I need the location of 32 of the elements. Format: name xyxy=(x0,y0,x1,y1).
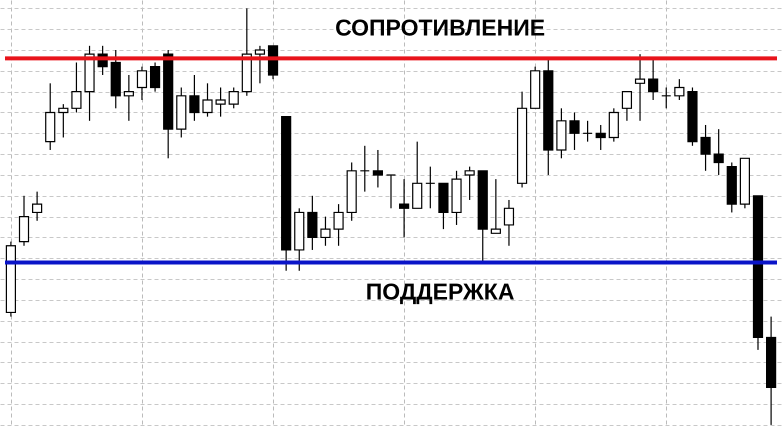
candlestick xyxy=(58,104,68,138)
candlestick xyxy=(399,178,410,238)
candlestick xyxy=(202,82,213,118)
candlestick xyxy=(360,145,370,192)
candlestick xyxy=(425,166,436,209)
candlestick xyxy=(714,128,724,176)
ref-line-label: ПОДДЕРЖКА xyxy=(366,278,514,304)
candlestick xyxy=(661,86,672,109)
candlestick xyxy=(582,120,593,142)
candlestick xyxy=(71,62,82,114)
candlestick xyxy=(136,66,148,101)
candlestick xyxy=(490,178,501,234)
candlestick xyxy=(634,54,646,122)
candlestick xyxy=(32,191,42,222)
candlestick xyxy=(333,204,344,246)
candlestick xyxy=(569,112,580,151)
candlestick xyxy=(464,166,475,201)
candlestick xyxy=(189,74,200,122)
candlestick xyxy=(596,124,606,151)
candlestick xyxy=(372,149,383,188)
candlestick xyxy=(674,78,684,101)
candlestick xyxy=(228,86,239,109)
candlestick xyxy=(124,74,134,122)
ref-line-label: СОПРОТИВЛЕНИЕ xyxy=(335,14,546,40)
candlestick xyxy=(320,216,331,246)
candlestick xyxy=(150,62,160,92)
candlestick xyxy=(648,58,658,101)
candlestick xyxy=(216,86,226,118)
candlestick xyxy=(700,124,711,172)
candlestick xyxy=(622,91,632,122)
candlestick xyxy=(254,45,266,84)
candlestick xyxy=(504,199,514,246)
